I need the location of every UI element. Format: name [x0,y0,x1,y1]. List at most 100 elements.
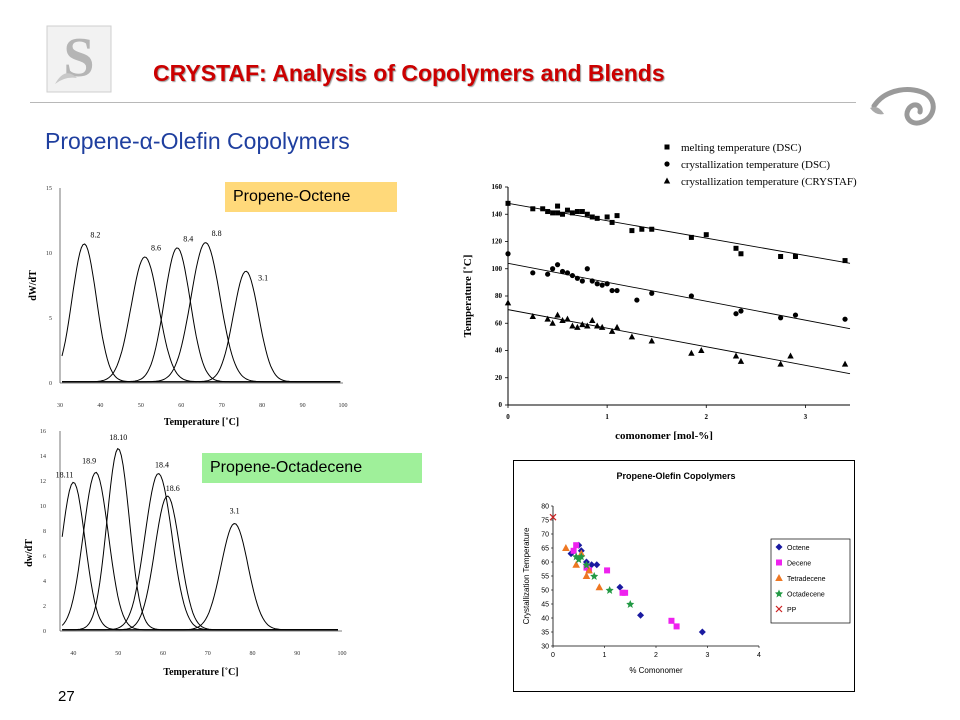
legend-marker [663,177,671,184]
data-point [572,560,580,568]
legend-label: crystallization temperature (DSC) [681,159,830,171]
x-tick-label: 100 [338,651,347,657]
data-point [545,209,551,215]
data-point [559,268,566,275]
data-point [616,583,624,591]
data-point [584,266,590,272]
data-point [549,513,557,521]
data-point [588,561,596,569]
y-tick-label: 0 [499,401,503,409]
legend-marker [775,543,783,551]
data-point [505,200,511,206]
data-point [540,206,546,212]
data-point [574,555,583,564]
data-point [614,213,620,219]
data-point [604,567,611,574]
y-tick-label: 55 [541,574,549,581]
x-tick-label: 70 [219,403,225,409]
data-point [545,271,551,277]
data-point [550,266,556,272]
series-curve [62,242,341,383]
x-axis-label: Temperature [˚C] [164,417,239,428]
data-point [842,316,848,322]
data-point [554,311,561,318]
x-tick-label: 50 [115,651,121,657]
y-tick-label: 80 [541,504,549,511]
y-tick-label: 120 [492,238,503,246]
y-tick-label: 20 [495,374,503,382]
data-point [738,251,744,257]
data-point [593,561,601,569]
y-tick-label: 35 [541,630,549,637]
series-label: 8.4 [183,234,193,243]
y-tick-label: 2 [43,604,46,610]
series-curve [62,447,338,631]
series-label: 8.6 [151,243,161,252]
title-divider [30,102,856,103]
data-point [584,322,591,329]
y-tick-label: 14 [40,454,46,460]
x-tick-label: 90 [300,403,306,409]
data-point [777,360,784,367]
data-point [639,226,645,232]
data-point [589,214,595,220]
data-point [564,315,571,322]
svg-text:S: S [63,27,94,89]
data-point [589,317,596,324]
series-curve [61,243,341,383]
y-tick-label: 0 [43,629,46,635]
series-curve [62,495,338,631]
y-tick-label: 60 [541,560,549,567]
legend-marker [664,161,670,167]
data-point [737,357,745,364]
data-point [574,275,580,281]
data-point [569,210,575,216]
legend-label: melting temperature (DSC) [681,142,802,154]
data-point [590,572,599,580]
propene-olefin-copolymers-chart: Propene-Olefin Copolymers303540455055606… [513,460,855,692]
legend-marker [664,144,670,150]
data-point [549,319,556,326]
data-point [608,327,616,334]
university-logo: S [46,25,112,93]
label-propene-octadecene: Propene-Octadecene [202,453,422,483]
data-point [559,317,566,324]
y-tick-label: 0 [49,381,52,387]
y-tick-label: 75 [541,518,549,525]
data-point [605,586,614,594]
y-tick-label: 80 [495,292,503,300]
data-point [604,281,610,287]
data-point [792,253,798,259]
y-tick-label: 100 [492,265,503,273]
subtitle-suffix: -Olefin Copolymers [152,128,350,154]
data-point [649,290,655,296]
series-label: 18.10 [109,433,127,442]
x-tick-label: 60 [160,651,166,657]
y-tick-label: 8 [43,529,46,535]
y-tick-label: 40 [541,616,549,623]
data-point [629,228,635,234]
data-point [577,552,586,561]
x-tick-label: 80 [259,403,265,409]
x-axis-label: Temperature [˚C] [163,667,238,678]
y-axis-label: Temperature [˚C] [462,255,474,338]
section-subtitle: Propene-α-Olefin Copolymers [45,128,350,155]
subtitle-alpha: α [139,128,153,154]
x-tick-label: 30 [57,403,63,409]
y-tick-label: 70 [541,532,549,539]
x-tick-label: 0 [551,652,555,659]
legend-marker [775,605,783,613]
data-point [787,352,794,359]
data-point [778,315,784,321]
legend-label: Decene [787,561,811,568]
x-tick-label: 2 [705,413,709,421]
data-point [598,323,606,330]
data-point [570,547,577,554]
data-point [574,323,581,330]
x-tick-label: 100 [339,403,348,409]
data-point [589,278,595,284]
series-curve [62,523,338,631]
data-point [613,323,621,330]
x-tick-label: 80 [249,651,255,657]
data-point [529,312,536,319]
